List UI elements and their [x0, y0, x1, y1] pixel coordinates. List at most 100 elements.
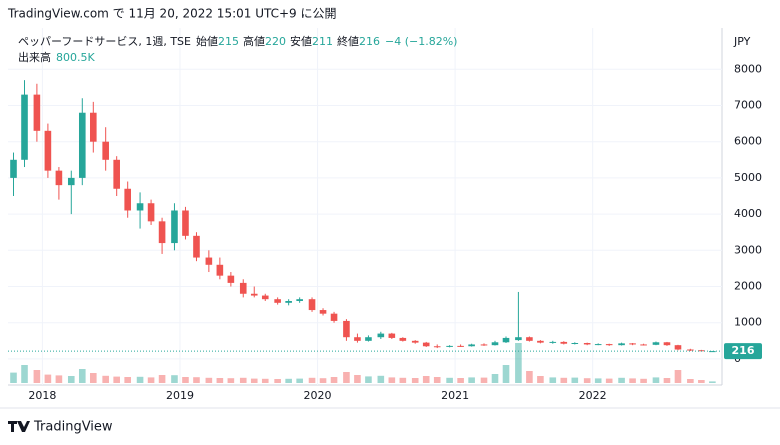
volume-bar [709, 381, 716, 383]
volume-bar [388, 377, 396, 383]
volume-bar [640, 378, 647, 383]
volume-bar [102, 375, 109, 383]
candle-body [422, 342, 430, 347]
candle-body [274, 299, 281, 303]
candle-body [537, 340, 544, 343]
candle-body [629, 343, 636, 345]
volume-bar [674, 370, 682, 383]
volume-bar [549, 377, 557, 383]
candle-body [571, 343, 579, 344]
volume-bar [193, 377, 200, 383]
y-tick-label: 6000 [734, 135, 762, 148]
legend-item: 220 [265, 35, 286, 48]
candle-body [549, 341, 557, 343]
candle-body [687, 349, 694, 351]
volume-bar [502, 365, 510, 383]
candle-body [136, 203, 144, 211]
candle-body [399, 337, 407, 341]
legend-item: 始値 [196, 34, 218, 48]
legend-item: 出来高 [18, 50, 51, 64]
candle-body [502, 337, 510, 343]
candle-body [89, 112, 97, 142]
candle-body [113, 159, 120, 189]
volume-bar [468, 377, 475, 383]
logo-mark [8, 421, 30, 432]
volume-bar [354, 375, 361, 383]
last-price-tag [724, 343, 762, 360]
candle-body [147, 203, 155, 222]
candle-body [205, 257, 213, 265]
y-tick-label: 8000 [734, 62, 762, 75]
candle-body [365, 337, 372, 341]
volume-bar [365, 376, 372, 383]
candle-body [709, 351, 716, 353]
volume-bar [205, 377, 213, 383]
y-tick-label: 1000 [734, 316, 762, 329]
published-note: TradingView.com で 11月 20, 2022 15:01 UTC… [7, 7, 337, 21]
legend-item: 800.5K [56, 51, 95, 64]
y-tick-label: 2000 [734, 280, 762, 293]
candle-body [67, 177, 75, 186]
volume-bar [698, 380, 705, 383]
volume-bar [285, 378, 292, 383]
volume-bar [33, 370, 41, 383]
volume-bar [652, 377, 660, 383]
candle-body [55, 170, 63, 186]
x-tick-label: 2022 [579, 389, 607, 402]
candle-body [102, 141, 109, 160]
candle-body [354, 337, 361, 341]
brand: TradingView [33, 420, 113, 435]
volume-bar [55, 375, 63, 383]
volume-bar [594, 378, 602, 383]
volume-bar [227, 378, 235, 383]
volume-bar [274, 379, 281, 383]
volume-bar [571, 377, 579, 383]
volume-bar [491, 374, 499, 383]
volume-bar [422, 376, 430, 383]
candle-body [674, 345, 682, 350]
volume-bar [605, 378, 613, 383]
volume-bar [515, 343, 522, 383]
currency: JPY [733, 35, 751, 48]
candle-body [640, 344, 647, 346]
candle-body [308, 299, 316, 311]
legend-item: 安値 [290, 34, 312, 48]
candle-body [526, 337, 533, 341]
candle-body [171, 210, 178, 244]
candle-body [515, 337, 522, 341]
legend-item: 211 [312, 35, 333, 48]
legend-item: −4 (−1.82%) [385, 35, 457, 48]
candle-body [652, 342, 660, 345]
volume-bar [308, 377, 316, 383]
volume-bar [113, 376, 120, 383]
volume-bar [330, 377, 338, 383]
candle-body [250, 293, 258, 296]
legend-item: 高値 [243, 34, 265, 48]
candle-body [388, 333, 396, 338]
volume-bar [343, 372, 350, 383]
candle-body [560, 341, 568, 344]
volume-bar [147, 377, 155, 383]
legend-item: ペッパーフードサービス, 1週, TSE [18, 35, 191, 48]
tradingview-logo [8, 421, 30, 432]
volume-bar [124, 377, 131, 383]
candle-body [330, 313, 338, 321]
candle-body [377, 333, 385, 338]
volume-bar [21, 365, 28, 383]
volume-bar [239, 377, 247, 383]
candle-body [411, 340, 419, 343]
candle-body [491, 342, 499, 346]
candle-body [663, 342, 671, 346]
volume-bar [171, 375, 178, 383]
volume-bar [687, 379, 694, 383]
volume-bar [411, 378, 419, 383]
candle-body [10, 159, 17, 178]
candle-body [480, 344, 488, 346]
volume-bar [583, 378, 591, 383]
volume-bar [296, 378, 303, 383]
candle-body [433, 346, 441, 348]
last-price-label: 216 [732, 344, 755, 357]
candle-body [296, 299, 303, 301]
candle-body [583, 343, 591, 345]
volume-bar [182, 377, 189, 383]
